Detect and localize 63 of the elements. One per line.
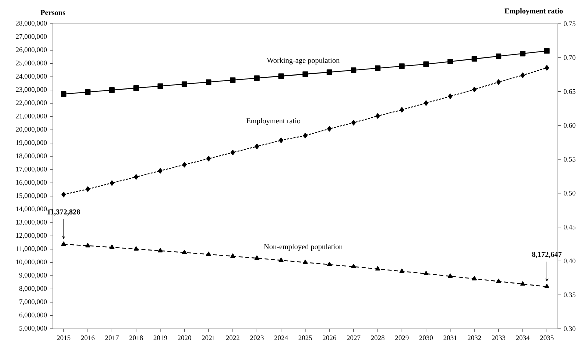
point <box>182 82 188 88</box>
point <box>400 268 405 274</box>
point <box>496 80 501 86</box>
point <box>86 243 90 248</box>
point <box>62 192 66 198</box>
point <box>109 88 115 94</box>
point <box>326 70 332 76</box>
point <box>544 65 550 71</box>
point <box>206 156 212 162</box>
point <box>255 144 260 150</box>
point <box>448 274 453 278</box>
point <box>278 258 284 262</box>
point <box>61 242 66 246</box>
point <box>496 278 502 284</box>
point <box>375 66 381 72</box>
point <box>158 84 164 90</box>
point <box>182 162 187 168</box>
point <box>376 113 380 119</box>
point <box>520 282 526 286</box>
point <box>424 62 430 68</box>
point <box>110 180 114 186</box>
point <box>254 256 260 260</box>
point <box>303 260 308 264</box>
point <box>327 126 332 132</box>
point <box>400 107 404 113</box>
point <box>110 244 115 250</box>
point <box>472 56 478 62</box>
point <box>86 186 90 192</box>
point <box>424 271 429 276</box>
point <box>544 48 550 54</box>
point <box>351 68 357 74</box>
point <box>230 254 236 258</box>
point <box>472 86 477 92</box>
point <box>520 51 526 57</box>
point <box>206 252 212 256</box>
point <box>351 264 356 269</box>
point <box>279 138 284 144</box>
point <box>448 94 453 100</box>
point <box>278 74 284 80</box>
point <box>352 120 356 126</box>
point <box>61 92 67 98</box>
point <box>448 59 454 65</box>
point <box>206 80 212 86</box>
point <box>134 246 139 251</box>
point <box>424 100 428 106</box>
point <box>327 262 332 266</box>
point <box>158 168 163 174</box>
point <box>158 248 163 253</box>
point <box>230 78 236 84</box>
point <box>303 133 308 139</box>
point <box>472 276 478 281</box>
point <box>520 72 526 78</box>
point <box>496 54 502 60</box>
point <box>254 76 260 82</box>
point <box>134 174 139 180</box>
point <box>182 250 188 254</box>
point <box>376 266 380 271</box>
point <box>302 72 308 78</box>
point <box>544 284 550 289</box>
point <box>399 64 405 70</box>
point <box>134 86 140 92</box>
point <box>230 150 236 156</box>
point <box>85 90 91 96</box>
